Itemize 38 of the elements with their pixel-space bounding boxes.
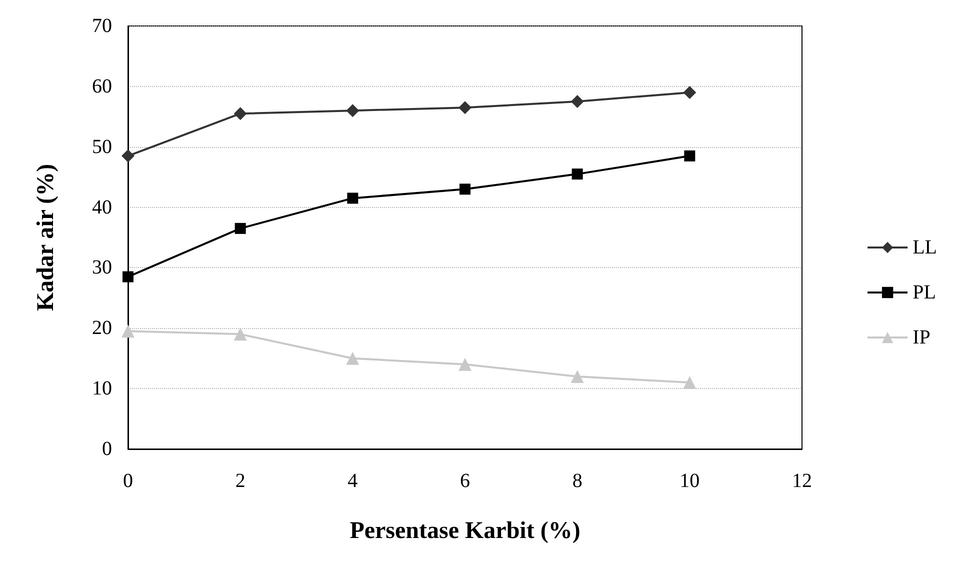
point bbox=[234, 328, 247, 341]
x-tick-label: 6 bbox=[460, 470, 470, 492]
y-tick-label: 60 bbox=[92, 75, 112, 98]
x-tick-label: 0 bbox=[123, 470, 133, 492]
point bbox=[683, 86, 696, 99]
y-tick-label: 50 bbox=[92, 136, 112, 158]
y-tick-label: 30 bbox=[92, 256, 112, 279]
x-tick-label: 4 bbox=[348, 470, 358, 492]
point bbox=[122, 324, 134, 338]
point bbox=[460, 184, 470, 195]
point bbox=[346, 104, 360, 118]
x-tick-label: 2 bbox=[235, 470, 246, 492]
legend-label: PL bbox=[912, 282, 936, 304]
point bbox=[683, 376, 696, 390]
y-tick-label: 20 bbox=[92, 317, 112, 340]
x-axis-title: Persentase Karbit (%) bbox=[350, 518, 580, 544]
point bbox=[347, 192, 358, 204]
point bbox=[684, 150, 696, 162]
y-tick-label: 0 bbox=[102, 438, 112, 460]
point bbox=[458, 101, 472, 114]
point bbox=[234, 222, 246, 234]
x-tick-label: 8 bbox=[572, 470, 582, 492]
legend-label: LL bbox=[912, 236, 938, 258]
point bbox=[570, 370, 584, 383]
y-tick-label: 10 bbox=[92, 378, 112, 400]
point bbox=[570, 95, 584, 108]
point bbox=[234, 107, 247, 120]
point bbox=[572, 168, 583, 180]
y-tick-label: 70 bbox=[92, 15, 112, 37]
point bbox=[122, 149, 134, 162]
y-axis-title: Kadar air (%) bbox=[33, 164, 59, 312]
y-tick-label: 40 bbox=[92, 196, 112, 218]
x-tick-label: 12 bbox=[792, 470, 812, 492]
point bbox=[122, 271, 134, 282]
legend-label: IP bbox=[912, 326, 930, 348]
x-tick-label: 10 bbox=[680, 470, 700, 492]
point bbox=[346, 352, 360, 365]
point bbox=[458, 358, 472, 371]
